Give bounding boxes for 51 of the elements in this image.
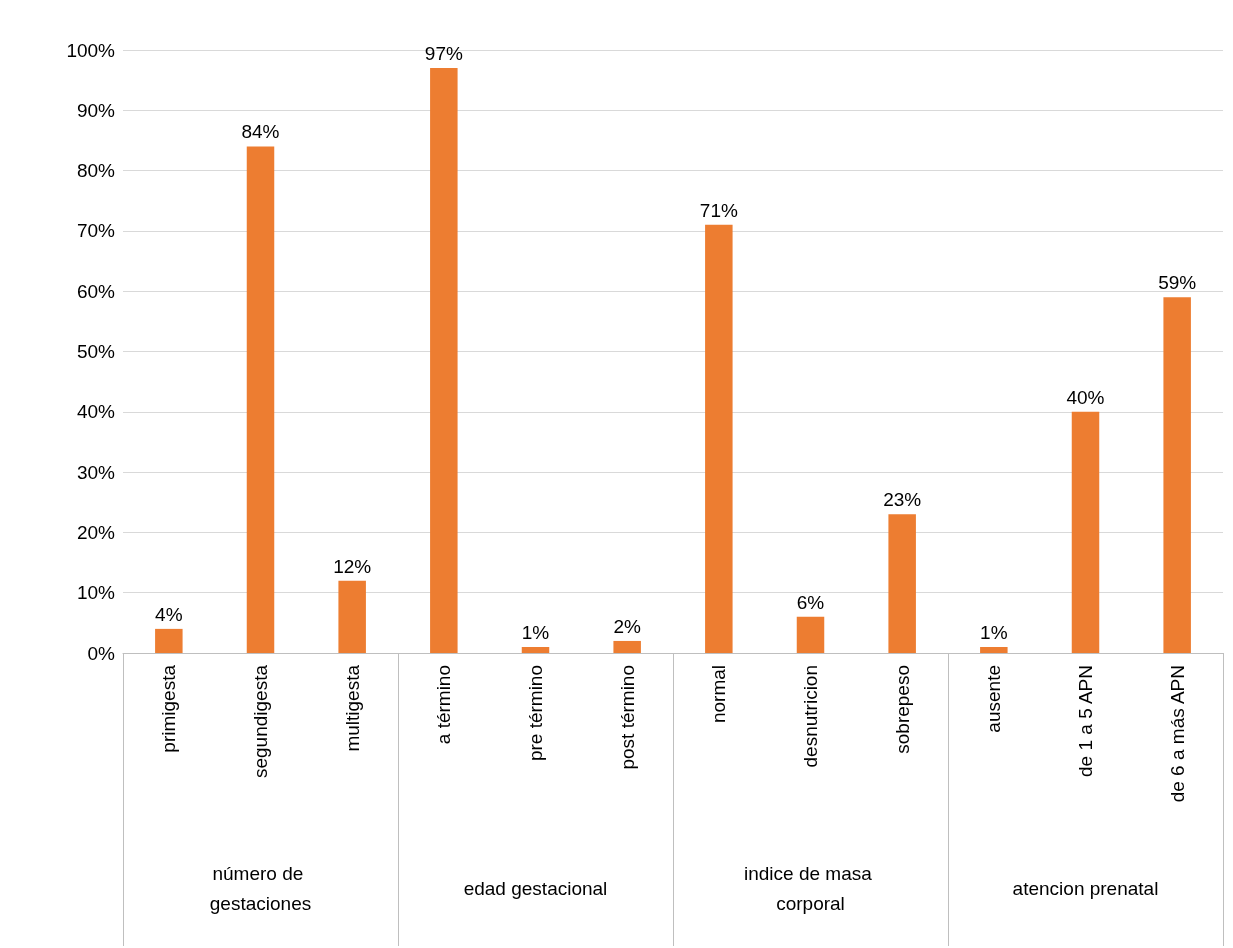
y-tick-label: 100% xyxy=(66,39,116,61)
y-tick-label: 0% xyxy=(87,642,116,664)
bar xyxy=(338,580,366,653)
y-tick-label: 10% xyxy=(76,582,116,604)
x-tick-label: de 1 a 5 APN xyxy=(1075,665,1096,777)
y-tick-label: 30% xyxy=(76,461,116,483)
x-tick-label: multigesta xyxy=(341,664,363,752)
bar xyxy=(796,616,825,653)
y-tick-label: 90% xyxy=(76,99,116,121)
data-label: 59% xyxy=(1158,272,1197,294)
y-tick-label: 20% xyxy=(76,521,116,543)
data-label: 23% xyxy=(883,489,922,511)
x-tick-label: pre término xyxy=(525,665,546,762)
data-label: 2% xyxy=(613,615,641,637)
data-label: 84% xyxy=(241,121,280,143)
text: atencion prenatal xyxy=(1012,877,1159,899)
text: edad gestacional xyxy=(463,877,608,899)
y-tick-label: 60% xyxy=(76,280,116,302)
y-tick-label: 80% xyxy=(76,160,116,182)
x-tick-label: primigesta xyxy=(158,664,180,753)
x-tick-label: post término xyxy=(616,665,638,770)
y-tick-label: 40% xyxy=(76,401,116,423)
data-label: 4% xyxy=(155,603,183,625)
x-tick-label: desnutricion xyxy=(800,665,821,768)
text: indice de masa corporal xyxy=(743,862,878,914)
x-tick-label: a término xyxy=(433,665,455,745)
bar xyxy=(888,514,916,653)
bar xyxy=(613,640,641,653)
bar xyxy=(1163,297,1191,653)
bar xyxy=(1071,411,1100,653)
data-label: 97% xyxy=(424,43,463,65)
text: número de gestaciones xyxy=(209,862,312,914)
data-label: 1% xyxy=(980,621,1008,643)
y-tick-label: 70% xyxy=(76,220,116,242)
x-tick-label: segundigesta xyxy=(250,664,271,779)
x-tick-label: normal xyxy=(708,665,730,724)
data-label: 1% xyxy=(521,621,550,643)
y-tick-label: 50% xyxy=(76,341,116,362)
x-tick-label: sobrepeso xyxy=(891,665,913,754)
data-label: 71% xyxy=(699,199,738,221)
x-tick-label: ausente xyxy=(983,665,1005,733)
data-label: 40% xyxy=(1066,386,1105,408)
bar xyxy=(430,68,458,653)
data-label: 12% xyxy=(333,555,372,577)
bar xyxy=(155,628,183,653)
bar xyxy=(980,646,1008,653)
bar xyxy=(521,646,550,653)
x-tick-label: de 6 a más APN xyxy=(1166,665,1188,803)
bar xyxy=(705,224,733,653)
data-label: 6% xyxy=(796,591,825,613)
bar xyxy=(246,146,275,653)
